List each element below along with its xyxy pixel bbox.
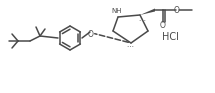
Text: NH: NH — [112, 8, 122, 14]
Text: HCl: HCl — [161, 32, 178, 42]
Polygon shape — [140, 8, 155, 15]
Text: ⋯: ⋯ — [126, 44, 134, 50]
Text: ⋯: ⋯ — [138, 18, 146, 24]
Text: O: O — [88, 29, 94, 39]
Text: O: O — [160, 20, 166, 29]
Text: O: O — [174, 5, 180, 15]
